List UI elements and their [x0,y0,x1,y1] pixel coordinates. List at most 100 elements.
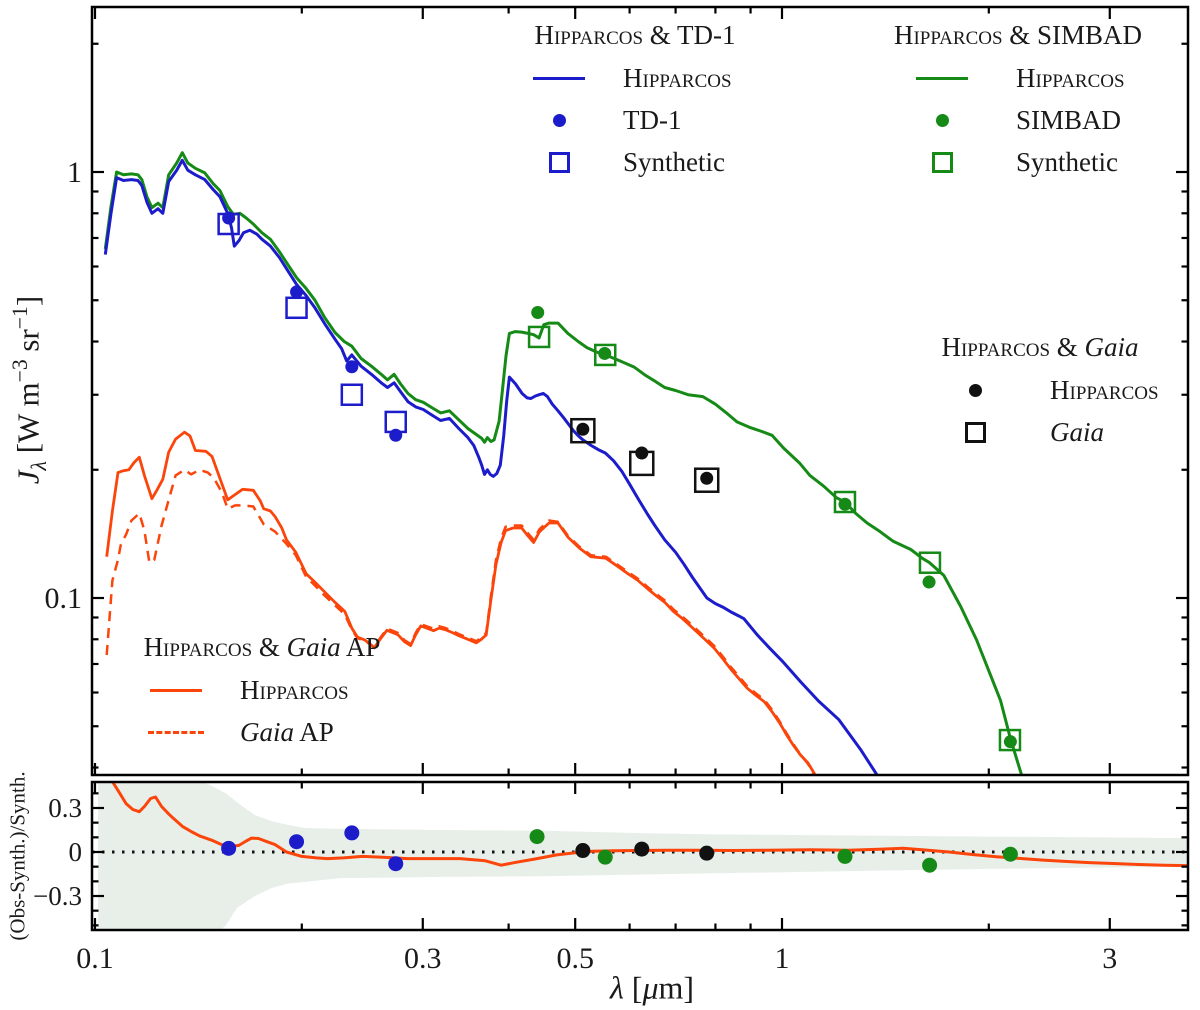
green-square-sample [868,151,1016,173]
synthetic-square-marker [833,490,857,514]
residual-point [575,843,591,859]
legend-entry-td1: TD-1 [495,99,775,141]
simbad-synthetic-squares [527,325,1022,752]
green-dot-sample [868,113,1016,127]
legend-entry-label: TD-1 [623,104,682,135]
synthetic-square-marker [918,551,942,574]
hipparcos-gaia-dots [576,422,714,485]
residual-hipgaia-dots [575,841,715,861]
legend-entry-gaia-ap: Gaia AP [112,711,412,753]
observed-point-marker [222,211,236,225]
synthetic-square-marker [998,728,1022,752]
observed-point-marker [576,422,590,436]
legend-entry-label: Hipparcos [1016,62,1125,93]
legend-entry-hipparcos: Hipparcos [112,669,412,711]
residual-simbad-dots [529,829,1018,873]
hipparcos-gaiaap-curve [105,430,817,775]
blue-square-sample [495,151,623,173]
y-tick-label: 0.3 [48,793,82,823]
legend-title: Hipparcos & SIMBAD [893,20,1143,50]
legend-entry-label: Synthetic [623,146,725,177]
legend-entry-label: Synthetic [1016,146,1118,177]
legend-entry-label: SIMBAD [1016,104,1122,135]
td1-synthetic-squares [217,212,407,434]
observed-point-marker [838,497,852,511]
synthetic-square-marker [527,325,551,349]
simbad-dots [531,305,1017,749]
residual-point [388,856,404,872]
observed-point-marker [635,446,649,460]
blue-line-sample [495,76,623,80]
y-tick-label: 0.1 [45,582,83,615]
legend-entry-label: Hipparcos [623,62,732,93]
legend-hipparcos-simbad: Hipparcos & SIMBAD Hipparcos SIMBAD Synt… [868,20,1168,183]
legend-entry-label: Hipparcos [240,674,349,705]
observed-point-marker [1003,735,1017,749]
legend-entry-synthetic: Synthetic [495,141,775,183]
residual-point [221,840,237,856]
legend-entry-hipparcos: Hipparcos [495,57,775,99]
x-tick-label: 0.5 [556,942,594,975]
residual-point [289,834,305,850]
residual-point [344,825,360,841]
legend-entry-gaia: Gaia [900,411,1180,453]
synthetic-square-marker [570,417,596,444]
x-tick-label: 1 [775,942,790,975]
observed-point-marker [922,575,936,589]
blue-dot-sample [495,113,623,127]
legend-entry-label: Gaia AP [240,716,334,747]
x-tick-label: 0.3 [404,942,442,975]
main-panel-content [103,151,1024,775]
residual-point [1002,846,1018,862]
legend-entry-label: Gaia [1050,416,1104,447]
residual-curve [111,782,1188,868]
orange-line-sample [112,688,240,692]
legend-title: Hipparcos & Gaia AP [143,632,381,662]
y-tick-label: 1 [67,156,82,189]
observed-point-marker [531,305,545,319]
y-tick-label: 0 [69,837,83,867]
legend-hipparcos-td1: Hipparcos & TD-1 Hipparcos TD-1 Syntheti… [495,20,775,183]
green-line-sample [868,76,1016,80]
black-dot-sample [900,383,1050,397]
residual-panel-frame [90,780,1190,932]
legend-entry-hipparcos: Hipparcos [868,57,1168,99]
legend-title: Hipparcos & TD-1 [534,20,736,50]
hipparcos-td1-curve [103,158,879,775]
synthetic-square-marker [340,383,364,406]
black-square-sample [900,421,1050,443]
y-tick-label: −0.3 [33,881,82,911]
td1-dots [222,211,403,442]
legend-hipparcos-gaia: Hipparcos & Gaia Hipparcos Gaia [900,332,1180,453]
observed-point-marker [389,428,403,442]
observed-point-marker [345,360,359,374]
residual-point [699,845,715,861]
x-axis-label: λ [μm] [609,969,695,1006]
residual-panel-content [92,782,1188,930]
orange-dashed-line-sample [112,730,240,734]
main-panel-frame [90,5,1190,777]
legend-hipparcos-gaia-ap: Hipparcos & Gaia AP Hipparcos Gaia AP [112,632,412,753]
y-axis-label-residual: (Obs-Synth.)/Synth. [5,771,30,941]
synthetic-square-marker [594,343,617,367]
residual-point [529,829,545,845]
legend-entry-hipparcos: Hipparcos [900,369,1180,411]
hipparcos-simbad-curve [103,151,1024,775]
observed-point-marker [598,346,612,360]
x-tick-label: 0.1 [76,942,114,975]
legend-entry-label: Hipparcos [1050,374,1159,405]
synthetic-square-marker [285,296,308,320]
residual-td1-dots [221,825,404,872]
gaia-ap-curve [105,468,816,775]
residual-point [597,849,613,865]
observed-point-marker [290,285,304,299]
y-axis-label-main: Jλ [W m−3 sr−1] [8,295,51,485]
legend-entry-synthetic: Synthetic [868,141,1168,183]
synthetic-square-marker [693,467,720,493]
legend-title: Hipparcos & Gaia [941,332,1139,362]
x-tick-label: 3 [1102,942,1117,975]
residual-point [922,857,938,873]
residual-point [837,848,853,864]
legend-entry-simbad: SIMBAD [868,99,1168,141]
